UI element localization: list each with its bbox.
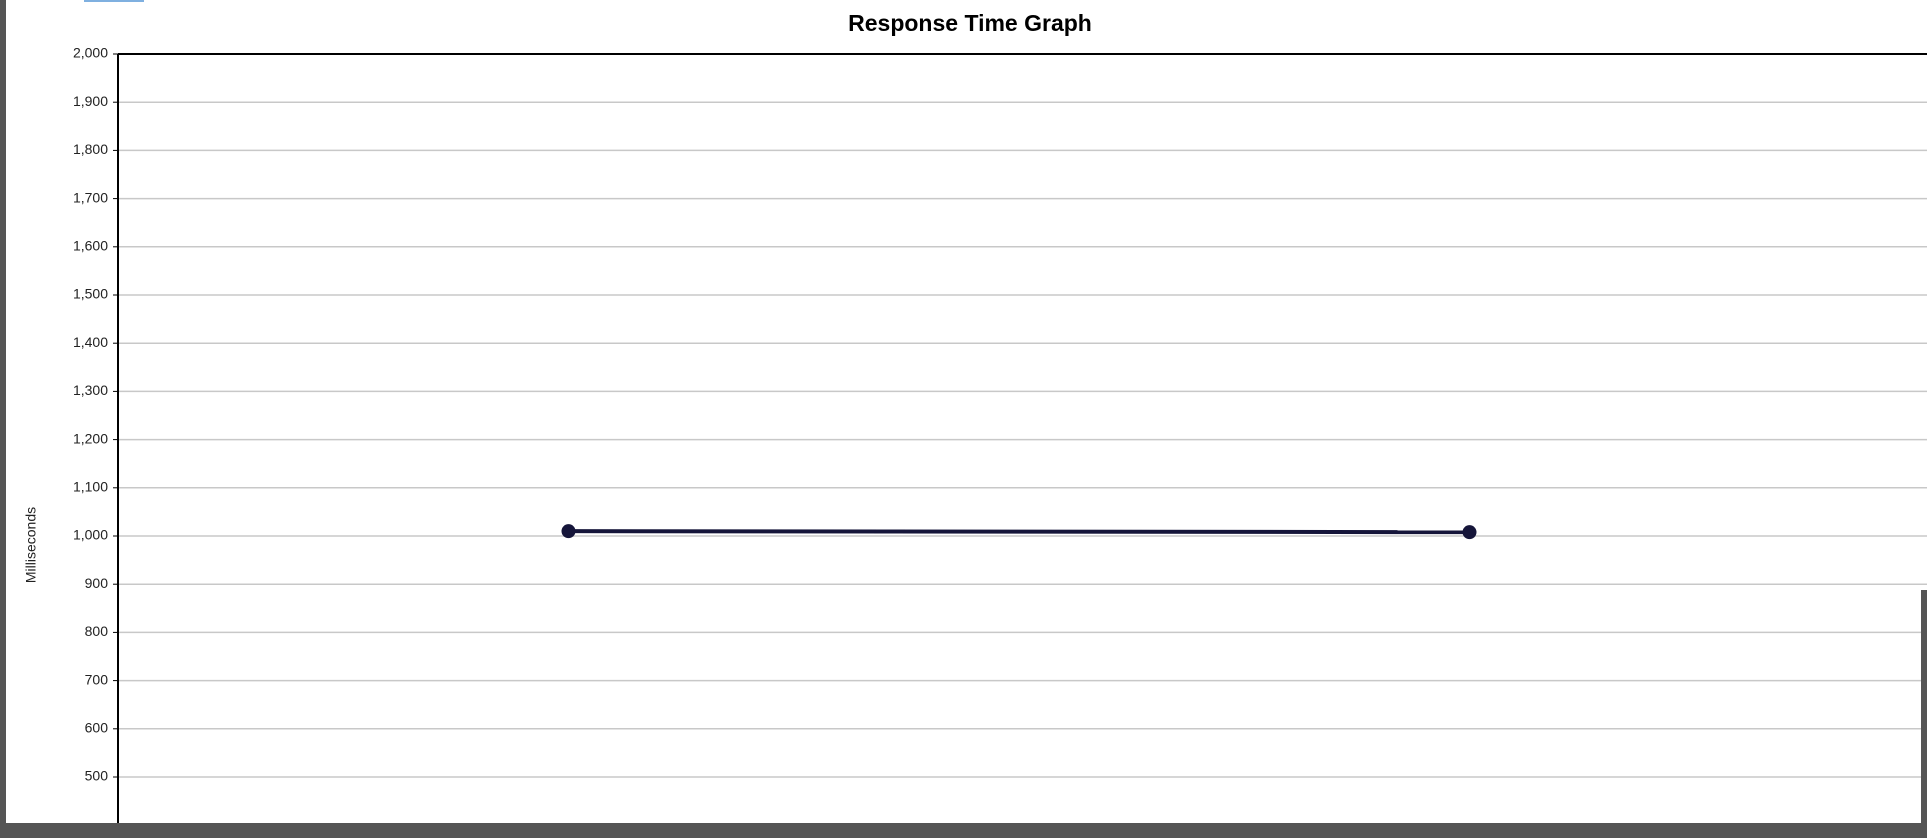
y-tick-label: 900 [85,575,109,591]
left-border [0,0,6,838]
y-tick-label: 1,700 [73,189,108,205]
tab-indicator [84,0,144,2]
chart-title: Response Time Graph [848,10,1092,36]
y-tick-label: 700 [85,671,109,687]
y-tick-label: 1,500 [73,286,108,302]
right-scrollbar [1921,590,1927,823]
y-tick-label: 500 [85,768,109,784]
y-tick-label: 1,900 [73,93,108,109]
y-tick-label: 1,300 [73,382,108,398]
y-tick-label: 1,000 [73,527,108,543]
y-tick-label: 600 [85,720,109,736]
plot-area: 500 600 700 800 900 1,000 1,100 1,200 1,300 1,400… [73,45,1927,838]
y-tick-label: 2,000 [73,45,108,61]
bottom-scrollbar [0,823,1927,838]
y-tick-label: 1,200 [73,430,108,446]
y-axis-label: Milliseconds [23,507,39,583]
point [561,524,576,539]
line [568,529,1470,535]
point [1462,525,1477,540]
y-tick-label: 1,400 [73,334,108,350]
y-tick-label: 1,100 [73,479,108,495]
y-tick-label: 1,600 [73,238,108,254]
y-tick-label: 1,800 [73,141,108,157]
y-tick-label: 800 [85,623,109,639]
